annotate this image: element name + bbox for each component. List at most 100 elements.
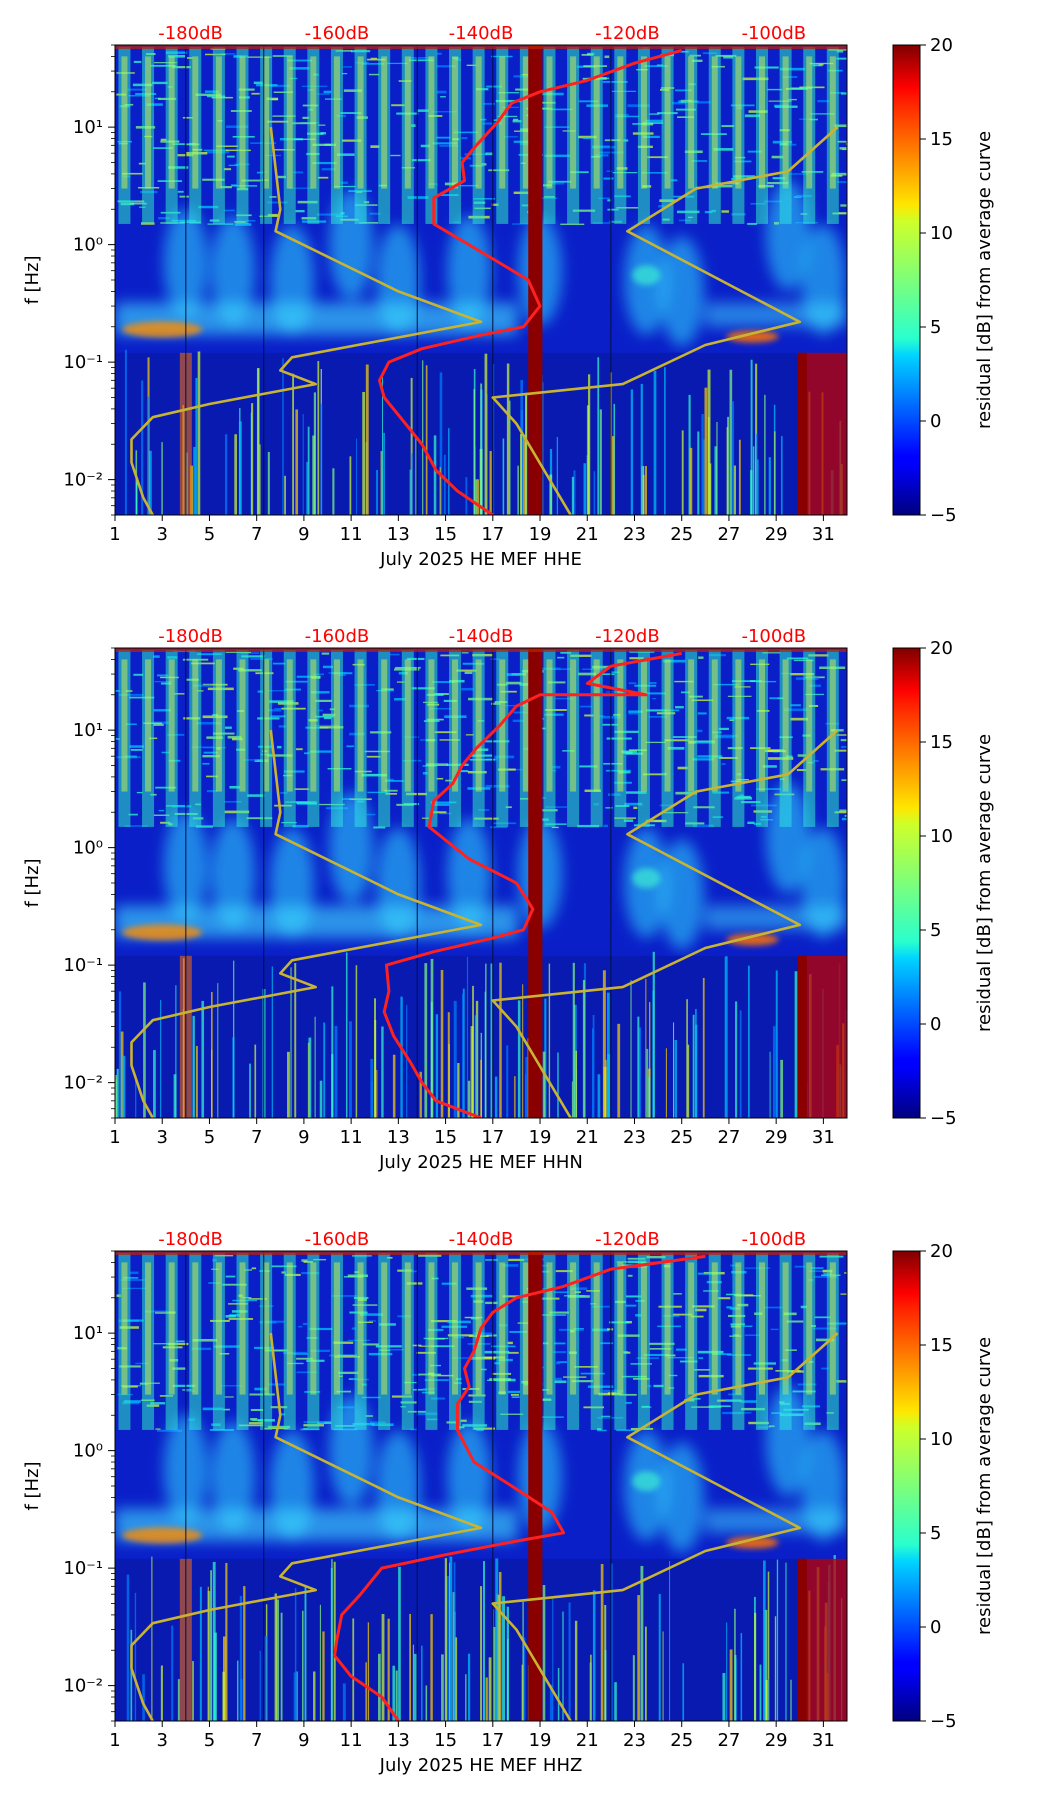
psd-scale-label: -180dB: [158, 1229, 223, 1250]
colorbar-label: residual [dB] from average curve: [974, 734, 995, 1032]
data-gap-column: [528, 1251, 543, 1721]
psd-scale-label: -140dB: [449, 1229, 514, 1250]
x-tick-label: 25: [670, 1127, 693, 1148]
y-tick-label: 10⁰: [73, 838, 103, 859]
psd-scale-label: -180dB: [158, 626, 223, 647]
colorbar-tick-label: 5: [930, 1523, 941, 1544]
colorbar-tick-label: 10: [930, 826, 953, 847]
series-line-low-noise-model: [130, 1332, 483, 1721]
x-tick-label: 5: [204, 1127, 215, 1148]
x-tick-label: 31: [812, 1730, 835, 1751]
psd-scale-label: -100dB: [741, 23, 806, 44]
colorbar-tick-label: 20: [930, 35, 953, 56]
x-axis-label: July 2025 HE MEF HHE: [379, 549, 582, 570]
x-tick-label: 23: [623, 1127, 646, 1148]
series-line-high-noise-model: [491, 126, 839, 515]
colorbar-tick-label: 0: [930, 1014, 941, 1035]
colorbar-tick-label: 10: [930, 1429, 953, 1450]
microseism-blobs: [115, 1386, 847, 1553]
colorbar-tick-label: 5: [930, 920, 941, 941]
colorbar: −5 0 5 10 15 20 residual [dB] from average cur…: [892, 638, 995, 1129]
y-tick-label: 10⁻¹: [63, 352, 103, 373]
x-tick-label: 27: [717, 1730, 740, 1751]
x-tick-label: 25: [670, 1730, 693, 1751]
x-tick-label: 15: [434, 1127, 457, 1148]
psd-scale-label: -160dB: [305, 23, 370, 44]
x-tick-label: 21: [576, 524, 599, 545]
series-line-high-noise-model: [491, 1332, 839, 1721]
x-tick-label: 7: [251, 524, 262, 545]
top-strip: [115, 45, 847, 49]
x-axis-label: July 2025 HE MEF HHN: [378, 1152, 583, 1173]
y-tick-label: 10⁻¹: [63, 955, 103, 976]
psd-scale-label: -180dB: [158, 23, 223, 44]
x-tick-label: 21: [576, 1127, 599, 1148]
colorbar-gradient: [892, 647, 921, 1119]
x-tick-label: 17: [481, 1730, 504, 1751]
colorbar-tick-label: 15: [930, 732, 953, 753]
x-tick-label: 29: [765, 524, 788, 545]
x-tick-label: 3: [156, 1127, 167, 1148]
series-line-high-noise-model: [491, 729, 839, 1118]
colorbar-tick-label: 20: [930, 1241, 953, 1262]
x-tick-label: 19: [529, 524, 552, 545]
x-tick-label: 25: [670, 524, 693, 545]
colorbar: −5 0 5 10 15 20 residual [dB] from average cur…: [892, 35, 995, 526]
x-tick-label: 27: [717, 1127, 740, 1148]
colorbar-tick-label: 0: [930, 1617, 941, 1638]
x-tick-label: 31: [812, 524, 835, 545]
data-gap-column: [797, 352, 807, 515]
colorbar-label: residual [dB] from average curve: [974, 1337, 995, 1635]
microseism-hotspots: [122, 868, 779, 946]
psd-scale-label: -120dB: [595, 626, 660, 647]
y-axis-label: f [Hz]: [22, 858, 43, 907]
spectrogram-image: [115, 1251, 847, 1721]
colorbar-tick-label: −5: [930, 505, 957, 526]
series-line-mean-PSD: [333, 1254, 706, 1721]
x-tick-label: 7: [251, 1730, 262, 1751]
x-tick-label: 19: [529, 1730, 552, 1751]
psd-scale-label: -100dB: [741, 1229, 806, 1250]
x-tick-label: 11: [340, 524, 363, 545]
x-tick-label: 17: [481, 524, 504, 545]
x-tick-label: 17: [481, 1127, 504, 1148]
psd-scale-label: -140dB: [449, 626, 514, 647]
data-gap-column: [528, 45, 543, 515]
psd-scale-label: -100dB: [741, 626, 806, 647]
y-tick-label: 10⁻²: [63, 1073, 103, 1094]
data-gap-column: [797, 955, 807, 1118]
colorbar-tick-label: 15: [930, 129, 953, 150]
psd-scale-label: -160dB: [305, 626, 370, 647]
data-gap-column: [528, 648, 543, 1118]
x-tick-label: 9: [298, 524, 309, 545]
psd-scale-label: -120dB: [595, 1229, 660, 1250]
colorbar-tick-label: 10: [930, 223, 953, 244]
y-tick-label: 10⁻²: [63, 470, 103, 491]
psd-scale-label: -140dB: [449, 23, 514, 44]
x-tick-label: 27: [717, 524, 740, 545]
low-frequency-streaks: [115, 951, 847, 1118]
colorbar: −5 0 5 10 15 20 residual [dB] from average cur…: [892, 1241, 995, 1732]
series-line-mean-PSD: [378, 48, 683, 515]
top-strip: [115, 1251, 847, 1255]
x-tick-label: 3: [156, 1730, 167, 1751]
y-tick-label: 10¹: [73, 117, 103, 138]
microseism-hotspots: [122, 1471, 779, 1549]
y-tick-label: 10⁻²: [63, 1676, 103, 1697]
x-tick-label: 1: [109, 524, 120, 545]
x-tick-label: 5: [204, 524, 215, 545]
spectrogram-image: [115, 45, 847, 515]
x-tick-label: 11: [340, 1127, 363, 1148]
x-tick-label: 15: [434, 524, 457, 545]
y-axis-label: f [Hz]: [22, 1461, 43, 1510]
colorbar-gradient: [892, 44, 921, 516]
spectrogram-image: [115, 648, 847, 1118]
colorbar-tick-label: 0: [930, 411, 941, 432]
x-tick-label: 13: [387, 1127, 410, 1148]
colorbar-tick-label: −5: [930, 1108, 957, 1129]
y-tick-label: 10⁰: [73, 1441, 103, 1462]
x-tick-label: 15: [434, 1730, 457, 1751]
